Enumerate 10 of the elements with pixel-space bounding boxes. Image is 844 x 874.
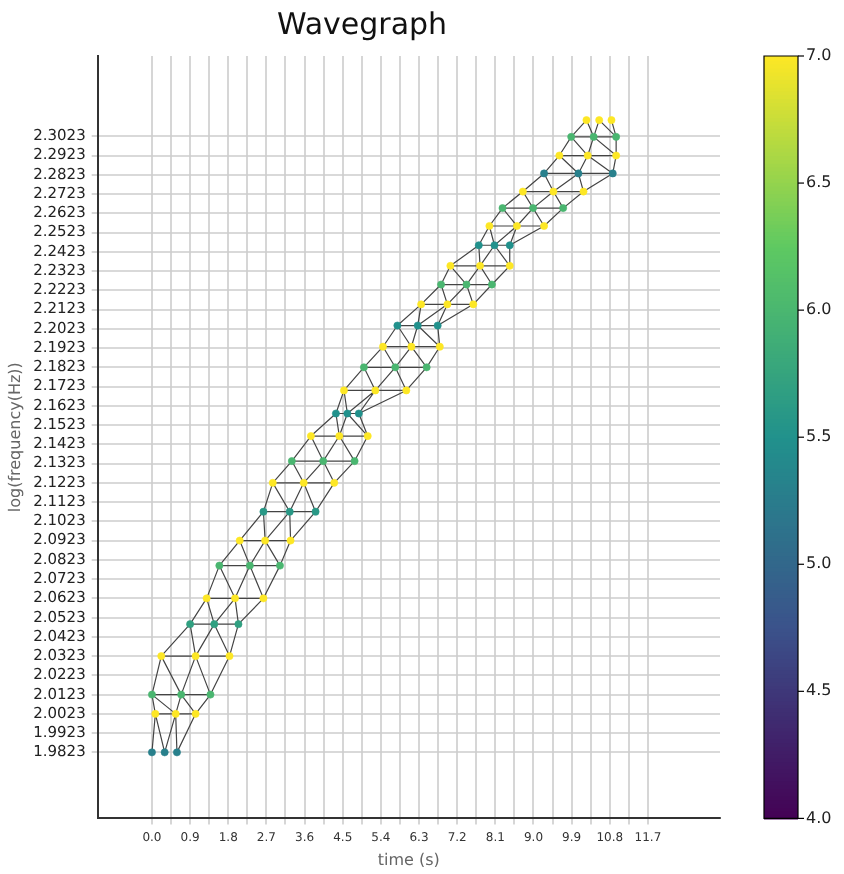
color-bar-label: 6.0 [806, 300, 832, 319]
color-bar-label: 6.5 [806, 173, 832, 192]
x-axis-title: time (s) [377, 850, 440, 869]
color-bar-label: 5.5 [806, 427, 832, 446]
color-bar-label: 4.5 [806, 681, 832, 700]
color-bar-label: 7.0 [806, 46, 832, 65]
chart-title: Wavegraph [276, 5, 448, 42]
color-bar-label: 5.0 [806, 554, 832, 573]
color-bar-label: 4.0 [806, 808, 832, 827]
y-axis-title: log(frequency(Hz)) [5, 362, 24, 513]
